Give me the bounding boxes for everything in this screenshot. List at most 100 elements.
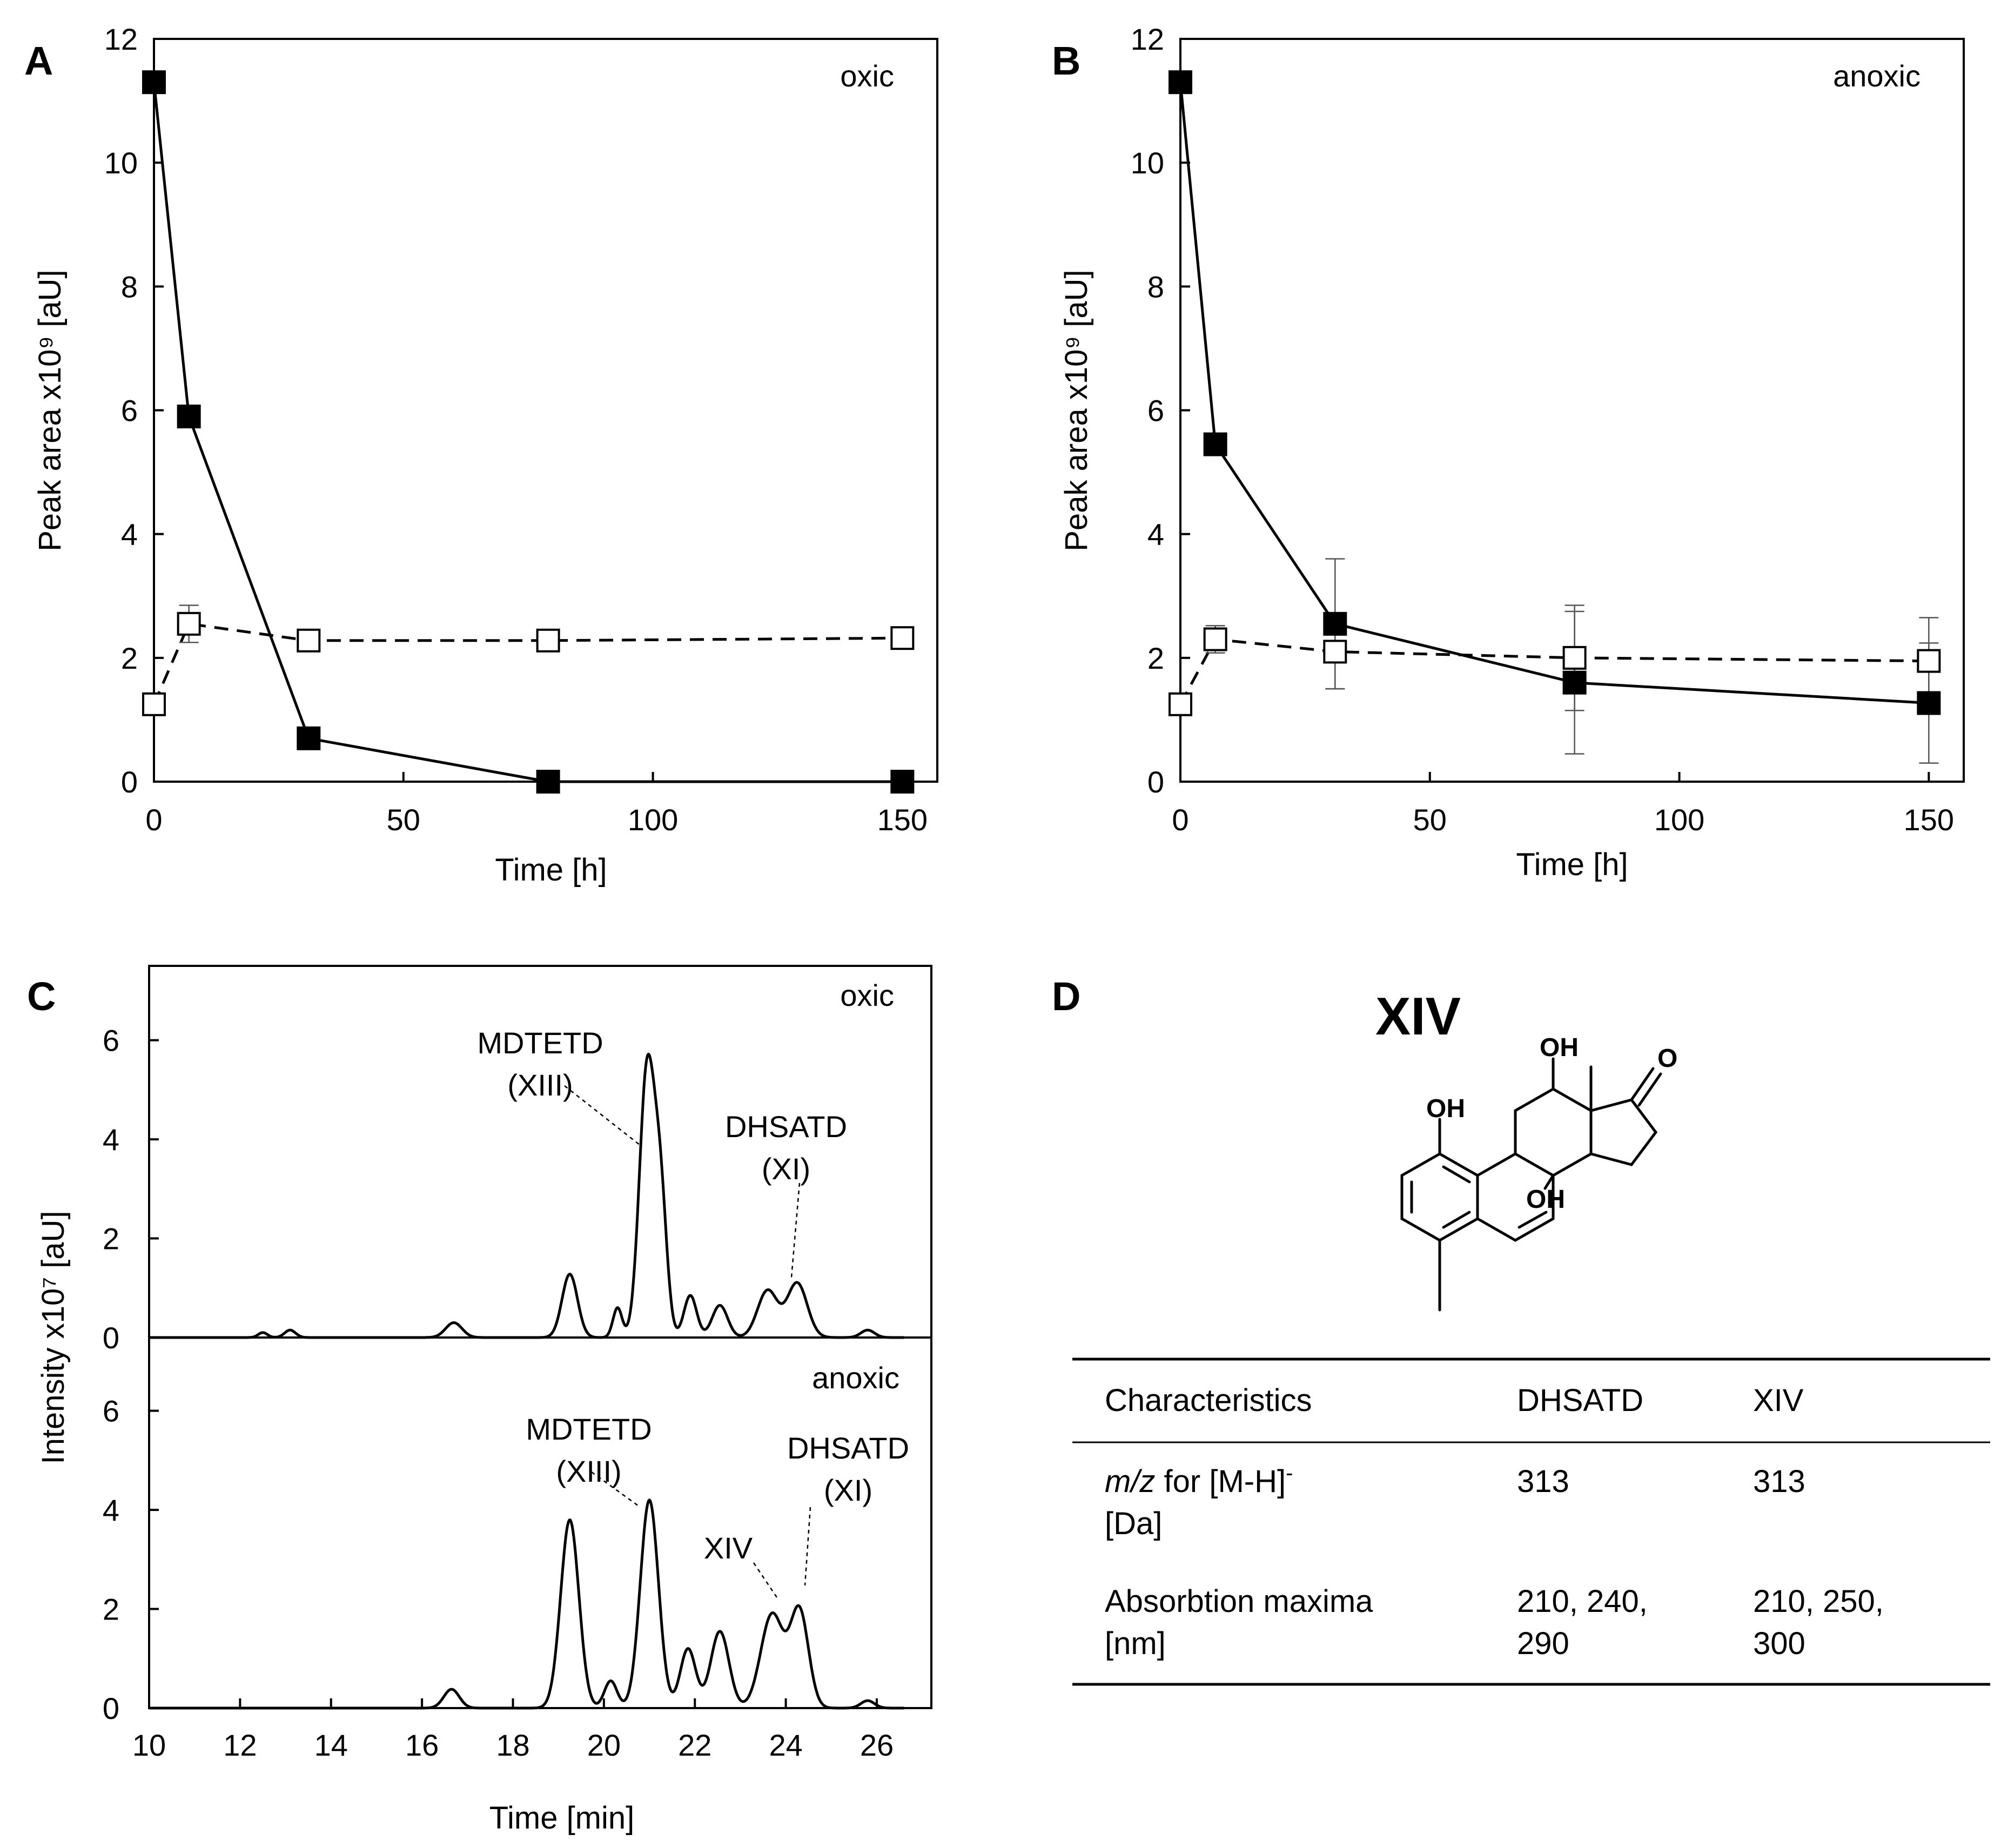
series-line-b-1	[1179, 82, 1929, 704]
y-tick-label-c1-4: 4	[103, 1493, 119, 1527]
annotation-line-anoxic-1-1: MDTETD	[526, 1412, 652, 1446]
x-tick-label-c-22: 22	[678, 1728, 711, 1762]
x-tick-label-b-100: 100	[1654, 803, 1704, 837]
ring-b	[1476, 1152, 1555, 1242]
y-tick-label-b-10: 10	[1131, 146, 1164, 180]
ring-a-double-3	[1442, 1211, 1471, 1229]
ring-b-double	[1517, 1211, 1548, 1229]
x-axis-label-b: Time [h]	[1516, 847, 1628, 882]
plot-frame-b	[1179, 38, 1965, 783]
annotation-anoxic-2: XIV	[704, 1531, 753, 1565]
series-line-b-2	[1179, 637, 1929, 705]
y-tick-label-a-10: 10	[104, 146, 138, 180]
panel-letter-c: C	[27, 974, 56, 1019]
x-tick-label-c-20: 20	[587, 1728, 621, 1762]
ring-c	[1514, 1087, 1593, 1177]
annotation-oxic-1: MDTETD (XIII)	[477, 1026, 603, 1102]
label-oh-ring-b: OH	[1526, 1185, 1565, 1214]
y-tick-label-b-4: 4	[1147, 518, 1164, 552]
table-row-mz-label: m/z for [M-H]-	[1105, 1461, 1293, 1499]
y-axis-label-b: Peak area x10⁹ [aU]	[1059, 270, 1094, 551]
ticks-a: 0 2 4 6 8 10 12 0 50 100 150	[104, 22, 928, 837]
data-point-a-1-0	[142, 70, 166, 95]
data-point-a-2-3	[536, 628, 560, 653]
chart-panel-b: anoxic Time [h] Peak area x10⁹ [aU] 0 2 4 6…	[1059, 22, 1965, 882]
table-cell-mz-dhsatd: 313	[1517, 1464, 1569, 1499]
data-point-a-1-3	[536, 770, 560, 794]
data-point-a-2-1	[177, 611, 201, 636]
chemical-structure: XIV OH OH OH O	[1375, 986, 1677, 1312]
label-oh-ring-c: OH	[1540, 1033, 1579, 1062]
bond-ketone	[1630, 1067, 1655, 1101]
x-tick-label-c-12: 12	[223, 1728, 257, 1762]
data-point-b-2-4	[1917, 649, 1941, 673]
annotations-c: MDTETD (XIII) DHSATD (XI) MDTETD (XIII) XIV DHS…	[477, 1026, 909, 1600]
x-tick-label-a-0: 0	[145, 803, 162, 837]
series-line-a-2	[152, 622, 903, 705]
bond-ketone-double	[1637, 1072, 1662, 1107]
data-point-b-1-1	[1203, 432, 1227, 456]
mz-italic: m/z	[1105, 1464, 1155, 1499]
x-tick-label-a-100: 100	[628, 803, 678, 837]
panel-letter-d: D	[1052, 974, 1080, 1019]
condition-label-c-oxic: oxic	[840, 978, 894, 1012]
data-point-a-2-2	[297, 628, 321, 653]
data-point-a-1-4	[890, 770, 915, 794]
compound-name: XIV	[1375, 986, 1461, 1046]
label-oh-ring-a: OH	[1426, 1094, 1465, 1123]
y-tick-label-c1-2: 2	[103, 1592, 119, 1627]
y-tick-label-c0-4: 4	[103, 1123, 119, 1157]
chromatogram-trace-oxic	[149, 1052, 905, 1339]
annotation-line-oxic-1-2: (XIII)	[507, 1068, 573, 1102]
mz-sup: -	[1286, 1461, 1293, 1485]
y-tick-label-c0-2: 2	[103, 1222, 119, 1256]
table-cell-abs-xiv-2: 300	[1753, 1626, 1805, 1661]
marks-b	[1169, 70, 1941, 764]
data-point-a-2-0	[142, 692, 166, 716]
marks-a	[142, 70, 915, 794]
data-point-b-1-0	[1169, 70, 1192, 95]
traces-c	[149, 1052, 905, 1710]
x-tick-label-a-150: 150	[877, 803, 928, 837]
panel-letter-b: B	[1052, 38, 1080, 83]
data-point-b-2-3	[1562, 646, 1587, 670]
condition-label-a: oxic	[840, 59, 894, 93]
y-axis-label-c: Intensity x10⁷ [aU]	[36, 1211, 71, 1464]
x-tick-label-b-0: 0	[1172, 803, 1188, 837]
series-line-a-1	[152, 82, 903, 783]
characteristics-table: Characteristics DHSATD XIV m/z for [M-H]…	[1072, 1358, 1990, 1686]
y-tick-label-a-2: 2	[121, 641, 138, 675]
data-point-a-1-1	[177, 404, 201, 428]
x-axis-label-a: Time [h]	[495, 852, 607, 888]
table-header-xiv: XIV	[1753, 1383, 1804, 1418]
annotation-oxic-2: DHSATD (XI)	[725, 1110, 847, 1186]
plot-frame-a	[153, 38, 938, 783]
ring-a	[1400, 1152, 1479, 1242]
x-tick-label-c-16: 16	[405, 1728, 439, 1762]
annotation-anoxic-3: DHSATD (XI)	[787, 1431, 909, 1507]
table-cell-mz-xiv: 313	[1753, 1464, 1805, 1499]
bond-oh-b	[1543, 1174, 1555, 1190]
y-tick-label-a-8: 8	[121, 270, 138, 304]
condition-label-c-anoxic: anoxic	[812, 1361, 899, 1395]
mz-rest: for [M-H]	[1155, 1464, 1286, 1499]
ring-d	[1589, 1098, 1658, 1166]
table-header-characteristics: Characteristics	[1105, 1383, 1312, 1418]
data-point-b-1-4	[1917, 691, 1941, 715]
y-tick-label-b-12: 12	[1131, 22, 1164, 56]
data-point-a-1-2	[297, 726, 321, 750]
annotation-line-anoxic-3-2: (XI)	[824, 1473, 872, 1507]
chart-panel-c: oxic anoxic Time [min] Intensity x10⁷ [a…	[36, 965, 932, 1836]
annotation-leader-anoxic-1	[591, 1471, 641, 1508]
table-row-abs-label: Absorbtion maxima	[1105, 1584, 1373, 1619]
y-tick-label-a-12: 12	[104, 22, 138, 56]
annotation-leader-anoxic-3	[804, 1507, 811, 1586]
annotation-line-oxic-2-2: (XI)	[762, 1152, 810, 1186]
data-point-b-2-0	[1169, 692, 1192, 716]
y-tick-label-c0-0: 0	[103, 1321, 119, 1355]
data-point-b-2-1	[1203, 627, 1227, 651]
table-header-dhsatd: DHSATD	[1517, 1383, 1643, 1418]
annotation-leader-oxic-1	[564, 1085, 641, 1146]
data-point-b-2-2	[1323, 640, 1347, 664]
